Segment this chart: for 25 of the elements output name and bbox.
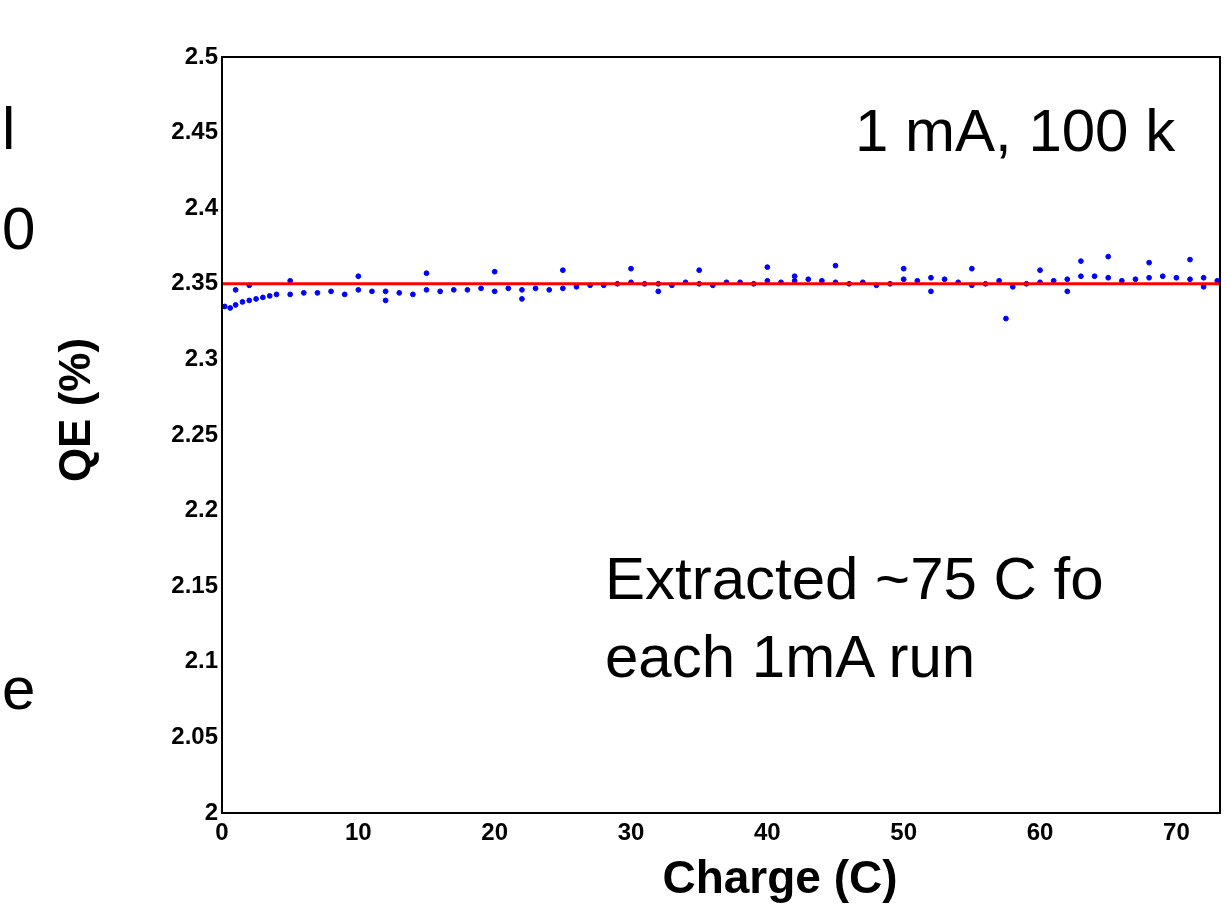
annotation: 1 mA, 100 k [855,96,1176,166]
text: l [2,94,16,164]
y-tick-label: 2.05 [171,722,218,750]
y-tick-label: 2.15 [171,570,218,598]
y-tick-label: 2.25 [171,419,218,447]
text: e [2,654,36,724]
y-tick-label: 2.35 [171,268,218,296]
y-tick-label: 2.5 [184,41,218,69]
x-tick-label: 40 [754,818,781,846]
y-tick-label: 2.45 [171,117,218,145]
x-tick-label: 10 [344,818,372,846]
y-tick-label: 2.3 [184,344,218,372]
x-axis-title: Charge (C) [662,850,898,904]
x-tick-label: 30 [617,818,645,846]
x-tick-label: 50 [890,818,918,846]
x-tick-label: 70 [1163,818,1190,846]
x-tick-label: 20 [481,818,509,846]
x-tick-label: 60 [1026,818,1054,846]
y-tick-label: 2.4 [184,192,219,220]
y-tick-label: 2 [204,797,218,825]
annotation: Extracted ~75 C fo each 1mA run [605,544,1104,692]
y-tick-label: 2.2 [184,495,218,523]
text: 0 [2,194,36,264]
y-axis-title: QE (%) [50,337,100,483]
y-tick-label: 2.1 [184,646,218,674]
